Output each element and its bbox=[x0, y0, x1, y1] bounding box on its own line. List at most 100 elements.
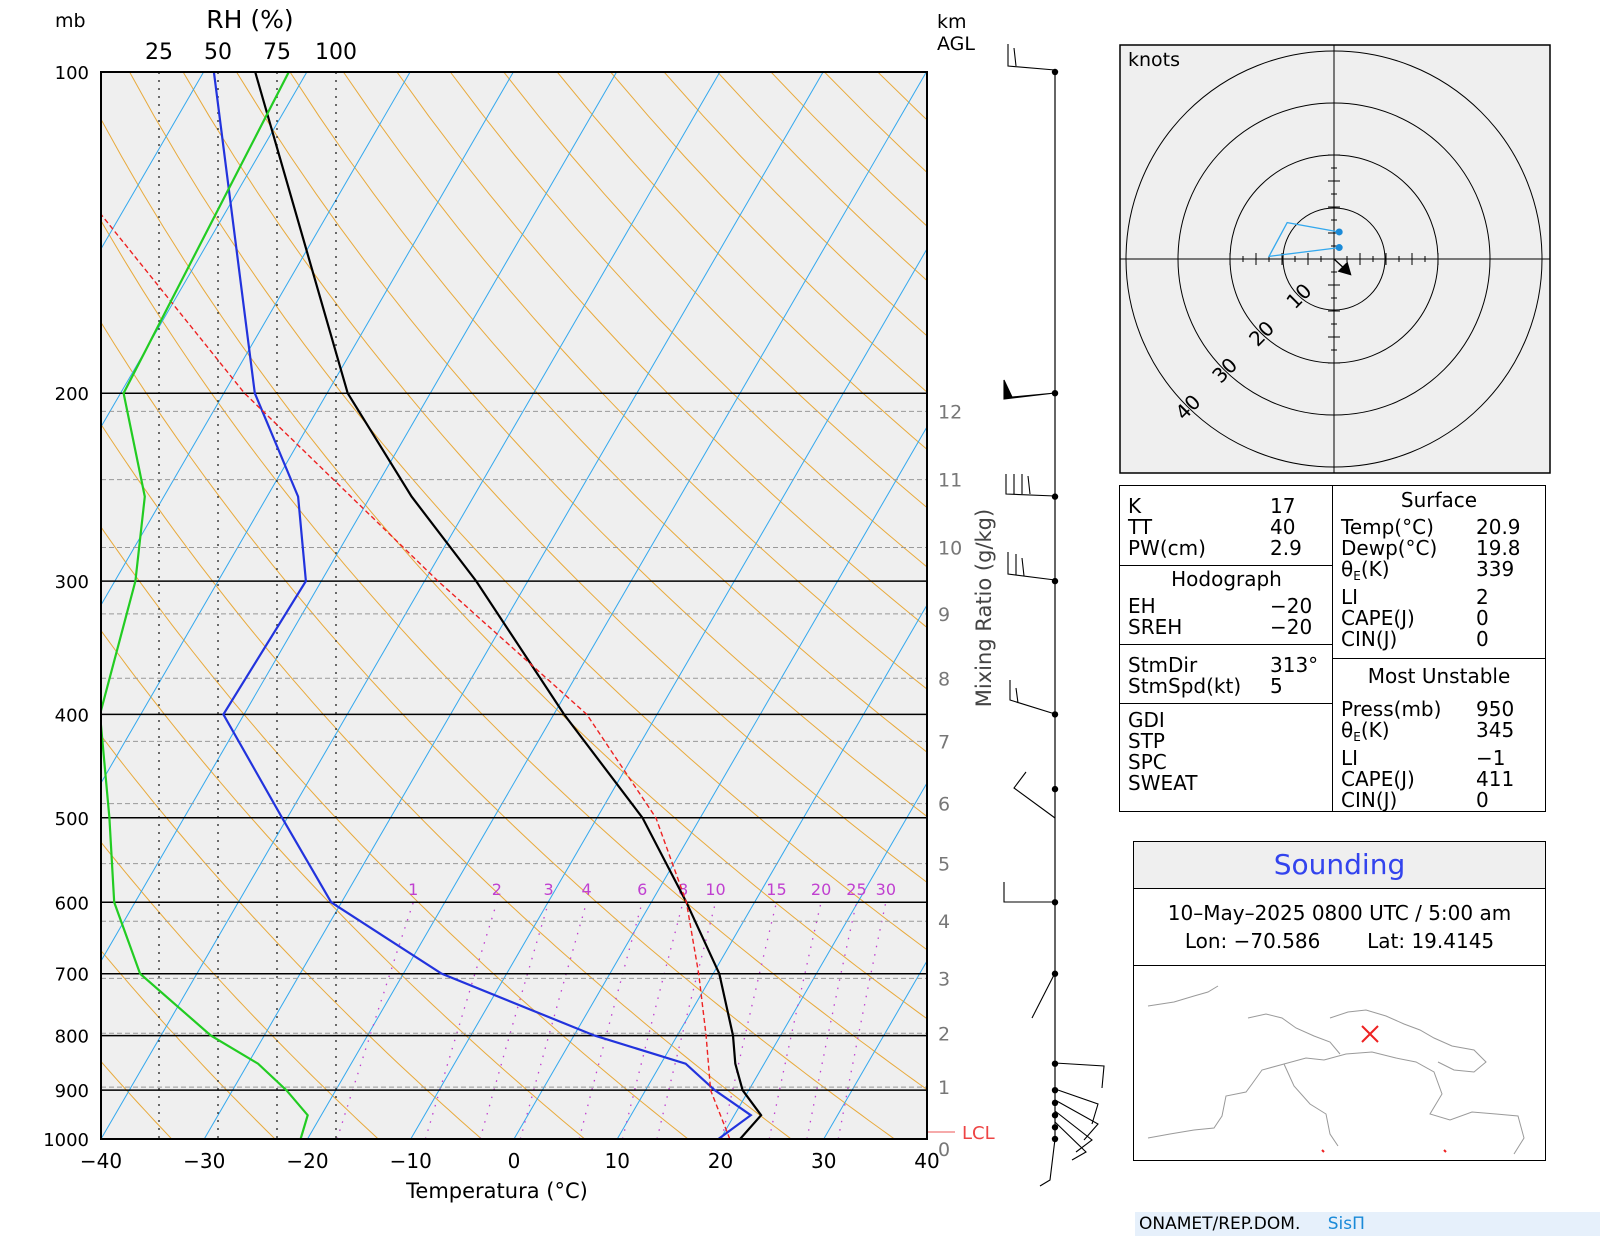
index-value: 0 bbox=[1476, 788, 1489, 812]
hodograph-indices-title: Hodograph bbox=[1171, 567, 1282, 591]
lon-label: Lon: bbox=[1184, 929, 1228, 953]
dry-adiabat bbox=[503, 72, 927, 509]
dewpoint-line bbox=[212, 72, 753, 1139]
wind-barb bbox=[1054, 1088, 1099, 1125]
index-value: 40 bbox=[1270, 515, 1296, 539]
hodo-ring bbox=[1229, 154, 1439, 364]
footer: ONAMET/REP.DOM. SisΠ bbox=[1135, 1212, 1600, 1236]
location-marker bbox=[1361, 1025, 1379, 1043]
pressure-unit: mb bbox=[55, 10, 86, 32]
mixing-ratio-line bbox=[424, 902, 498, 1139]
index-value: 411 bbox=[1476, 767, 1515, 791]
height-tick-label: 7 bbox=[938, 731, 950, 753]
most-unstable-title: Most Unstable bbox=[1367, 664, 1511, 688]
index-value: 345 bbox=[1476, 718, 1515, 742]
height-unit: km bbox=[937, 11, 967, 33]
mixing-ratio-tick: 15 bbox=[766, 880, 786, 899]
sounding-title: Sounding bbox=[1134, 842, 1545, 889]
rh-tick-label: 25 bbox=[145, 40, 173, 65]
wind-barb bbox=[1054, 1062, 1105, 1089]
pressure-tick-label: 700 bbox=[55, 965, 89, 986]
lcl-label: LCL bbox=[962, 1123, 995, 1144]
index-row: LI 2 bbox=[1333, 587, 1545, 608]
wind-barb-station bbox=[1051, 1135, 1059, 1143]
index-label: θE(K) bbox=[1341, 718, 1390, 745]
temperature-tick-label: −10 bbox=[390, 1149, 432, 1173]
height-tick-label: 4 bbox=[938, 911, 950, 933]
index-row: SPC bbox=[1120, 752, 1333, 773]
mixing-ratio-tick: 30 bbox=[876, 880, 896, 899]
index-label: GDI bbox=[1128, 708, 1165, 732]
index-row: Temp(°C) 20.9 bbox=[1333, 517, 1545, 538]
footer-brand: SisΠ bbox=[1327, 1214, 1365, 1234]
wind-barb bbox=[1013, 771, 1056, 819]
dry-adiabat bbox=[101, 629, 586, 1139]
pressure-tick-label: 100 bbox=[55, 63, 89, 84]
wind-barb bbox=[1003, 379, 1056, 400]
dry-adiabat bbox=[449, 72, 927, 568]
x-axis-title: Temperatura (°C) bbox=[405, 1179, 588, 1203]
temperature-tick-label: −40 bbox=[80, 1149, 122, 1173]
wind-barb bbox=[1003, 882, 1055, 903]
temperature-tick-label: 30 bbox=[811, 1149, 836, 1173]
wind-barb bbox=[1031, 972, 1056, 1019]
hodograph-trace bbox=[1267, 221, 1340, 258]
isotherm bbox=[101, 72, 308, 428]
wind-barb-station bbox=[1051, 389, 1059, 397]
dry-adiabat bbox=[101, 734, 482, 1139]
index-label: TT bbox=[1128, 515, 1153, 539]
temperature-tick-label: 20 bbox=[708, 1149, 733, 1173]
hodograph-indices: Hodograph EH −20 SREH −20 bbox=[1120, 565, 1333, 644]
mixing-ratio-tick: 1 bbox=[408, 880, 418, 899]
relative-humidity-line bbox=[101, 72, 309, 1139]
other-indices: GDI STP SPC SWEAT bbox=[1120, 703, 1333, 794]
index-label: StmDir bbox=[1128, 653, 1198, 677]
most-unstable-section: Most Unstable Press(mb) 950 θE(K) 345 LI −1 CA… bbox=[1333, 658, 1545, 811]
storm-motion-arrowhead bbox=[1337, 261, 1352, 276]
sounding-datetime: 10–May–2025 0800 UTC / 5:00 am bbox=[1167, 901, 1512, 925]
dry-adiabat bbox=[182, 72, 927, 883]
storm-indices: StmDir 313° StmSpd(kt) 5 bbox=[1120, 644, 1333, 703]
index-value: 2 bbox=[1476, 585, 1489, 609]
index-row: SREH −20 bbox=[1120, 617, 1333, 638]
height-tick-label: 1 bbox=[938, 1077, 950, 1099]
index-label: Press(mb) bbox=[1341, 697, 1442, 721]
index-label: CAPE(J) bbox=[1341, 606, 1415, 630]
index-label: PW(cm) bbox=[1128, 536, 1206, 560]
index-value: −20 bbox=[1270, 594, 1313, 618]
pressure-tick-label: 900 bbox=[55, 1081, 89, 1102]
index-label: StmSpd(kt) bbox=[1128, 674, 1242, 698]
temperature-tick-label: −20 bbox=[286, 1149, 328, 1173]
pressure-tick-label: 500 bbox=[55, 809, 89, 830]
height-tick-label: 12 bbox=[938, 401, 962, 423]
rh-tick-label: 50 bbox=[204, 40, 232, 65]
wind-barb bbox=[1007, 552, 1056, 581]
dry-adiabat bbox=[129, 72, 927, 951]
surface-indices: Temp(°C) 20.9 Dewp(°C) 19.8 θE(K) 339 LI 2 CAPE(… bbox=[1333, 513, 1545, 658]
height-tick-label: 6 bbox=[938, 794, 950, 816]
index-label: CIN(J) bbox=[1341, 788, 1398, 812]
index-label: LI bbox=[1341, 746, 1359, 770]
mixing-ratio-tick: 8 bbox=[678, 880, 688, 899]
mixing-ratio-tick: 4 bbox=[582, 880, 592, 899]
dry-adiabat bbox=[101, 219, 927, 1091]
isotherm bbox=[101, 72, 618, 962]
wind-barb-station bbox=[1051, 899, 1059, 906]
surface-title: Surface bbox=[1400, 488, 1478, 512]
location-map bbox=[1147, 985, 1525, 1155]
wind-barb-station bbox=[1051, 1060, 1059, 1067]
index-row: PW(cm) 2.9 bbox=[1120, 538, 1333, 559]
index-label: CAPE(J) bbox=[1341, 767, 1415, 791]
index-row: STP bbox=[1120, 731, 1333, 752]
index-row: SWEAT bbox=[1120, 773, 1333, 794]
stability-indices: K 17 TT 40 PW(cm) 2.9 bbox=[1120, 486, 1333, 559]
index-label: Temp(°C) bbox=[1341, 515, 1434, 539]
dry-adiabat bbox=[396, 72, 927, 629]
wind-barb bbox=[1007, 44, 1056, 71]
lat-label: Lat: bbox=[1367, 929, 1406, 953]
isotherm bbox=[307, 72, 927, 1139]
index-value: 17 bbox=[1270, 494, 1296, 518]
dry-adiabat bbox=[101, 321, 895, 1139]
dry-adiabat bbox=[101, 1060, 173, 1139]
index-value: 0 bbox=[1476, 606, 1489, 630]
